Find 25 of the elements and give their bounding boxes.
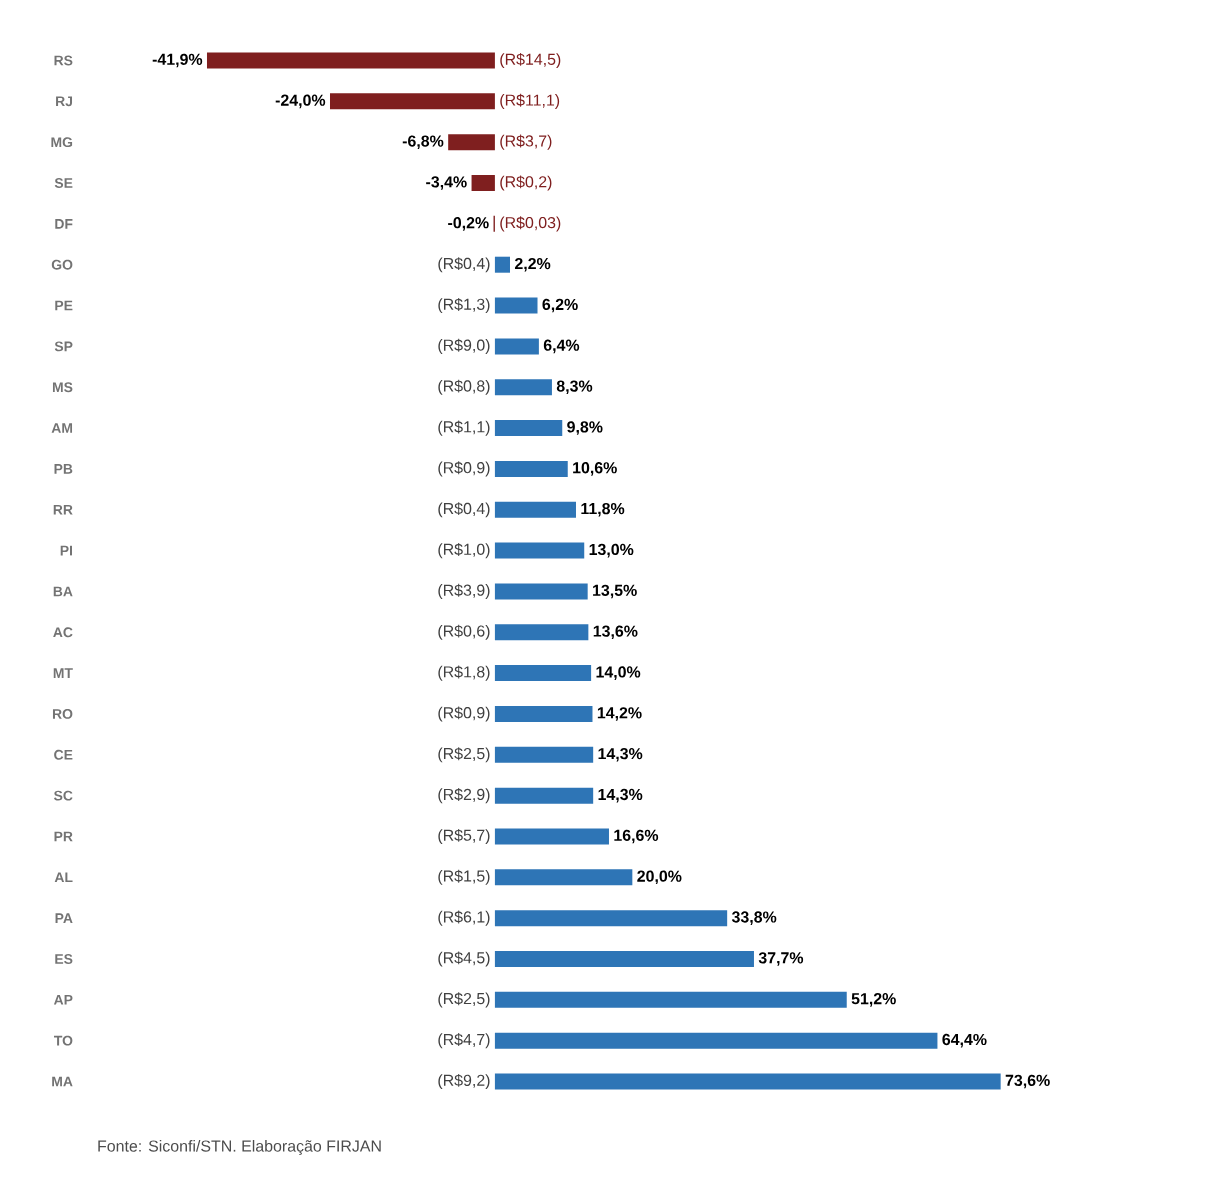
bar <box>494 420 563 437</box>
bar <box>494 501 576 518</box>
bar <box>448 134 495 151</box>
bar <box>494 991 847 1008</box>
bar <box>494 828 609 845</box>
bar <box>494 256 511 273</box>
bar <box>494 583 588 600</box>
bar <box>494 542 585 559</box>
bar <box>471 175 495 192</box>
bar <box>494 910 728 927</box>
bar <box>494 665 592 682</box>
bar <box>494 338 539 355</box>
bar <box>494 1073 1001 1090</box>
bar <box>494 950 754 967</box>
bar <box>494 869 633 886</box>
bar <box>494 1032 938 1049</box>
bar <box>494 787 594 804</box>
bar <box>206 52 495 69</box>
bar <box>329 93 495 110</box>
bar <box>494 624 589 641</box>
bar <box>494 297 538 314</box>
bar <box>494 705 593 722</box>
bar <box>494 746 594 763</box>
bar <box>494 460 568 477</box>
bar <box>494 379 552 396</box>
